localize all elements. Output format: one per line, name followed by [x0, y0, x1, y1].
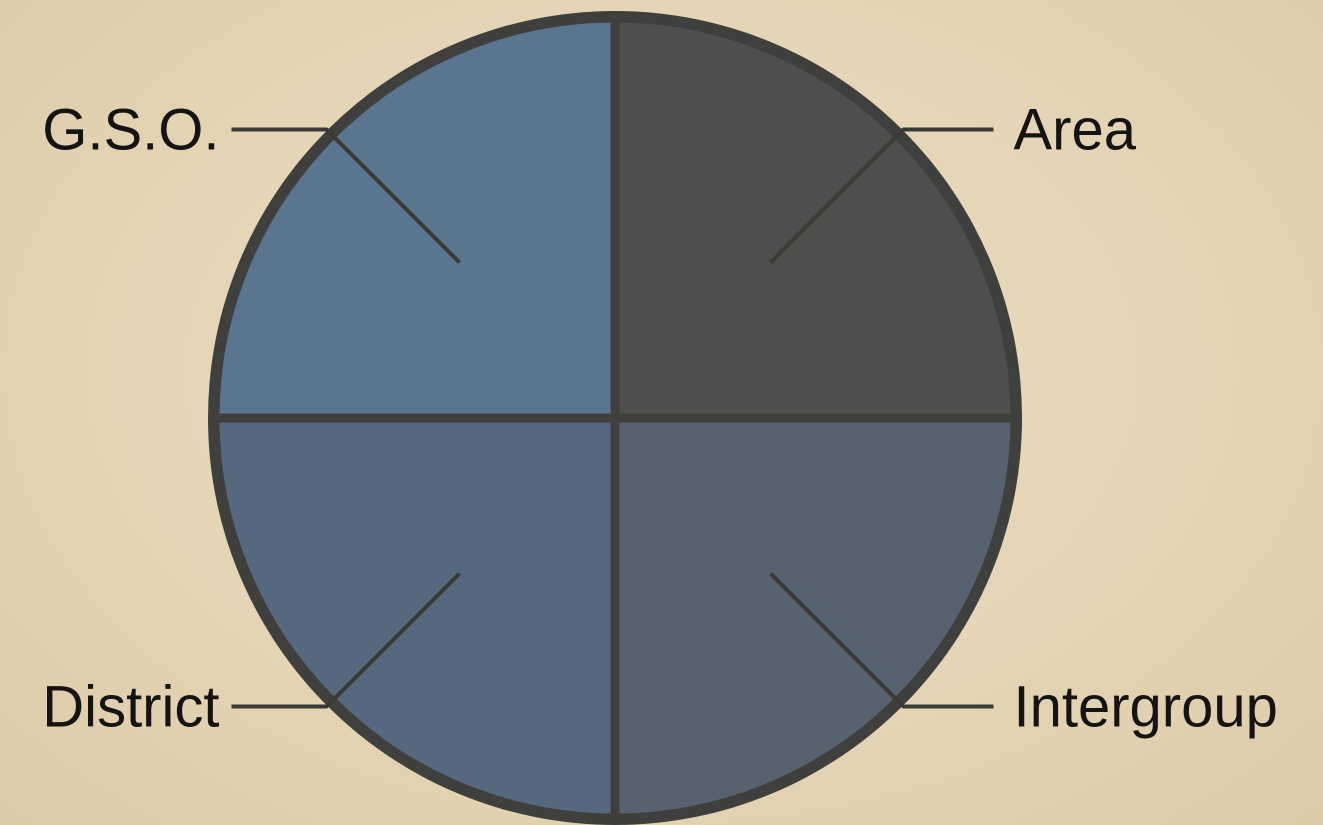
slice-label-area: Area	[1013, 98, 1136, 163]
leader-line-area	[769, 127, 994, 264]
leader-line-g-s-o	[231, 127, 461, 264]
leader-line-intergroup	[769, 572, 994, 709]
slice-label-g-s-o: G.S.O.	[42, 98, 219, 163]
slice-label-district: District	[42, 674, 219, 739]
leader-line-district	[231, 572, 461, 709]
slice-label-intergroup: Intergroup	[1013, 674, 1277, 739]
